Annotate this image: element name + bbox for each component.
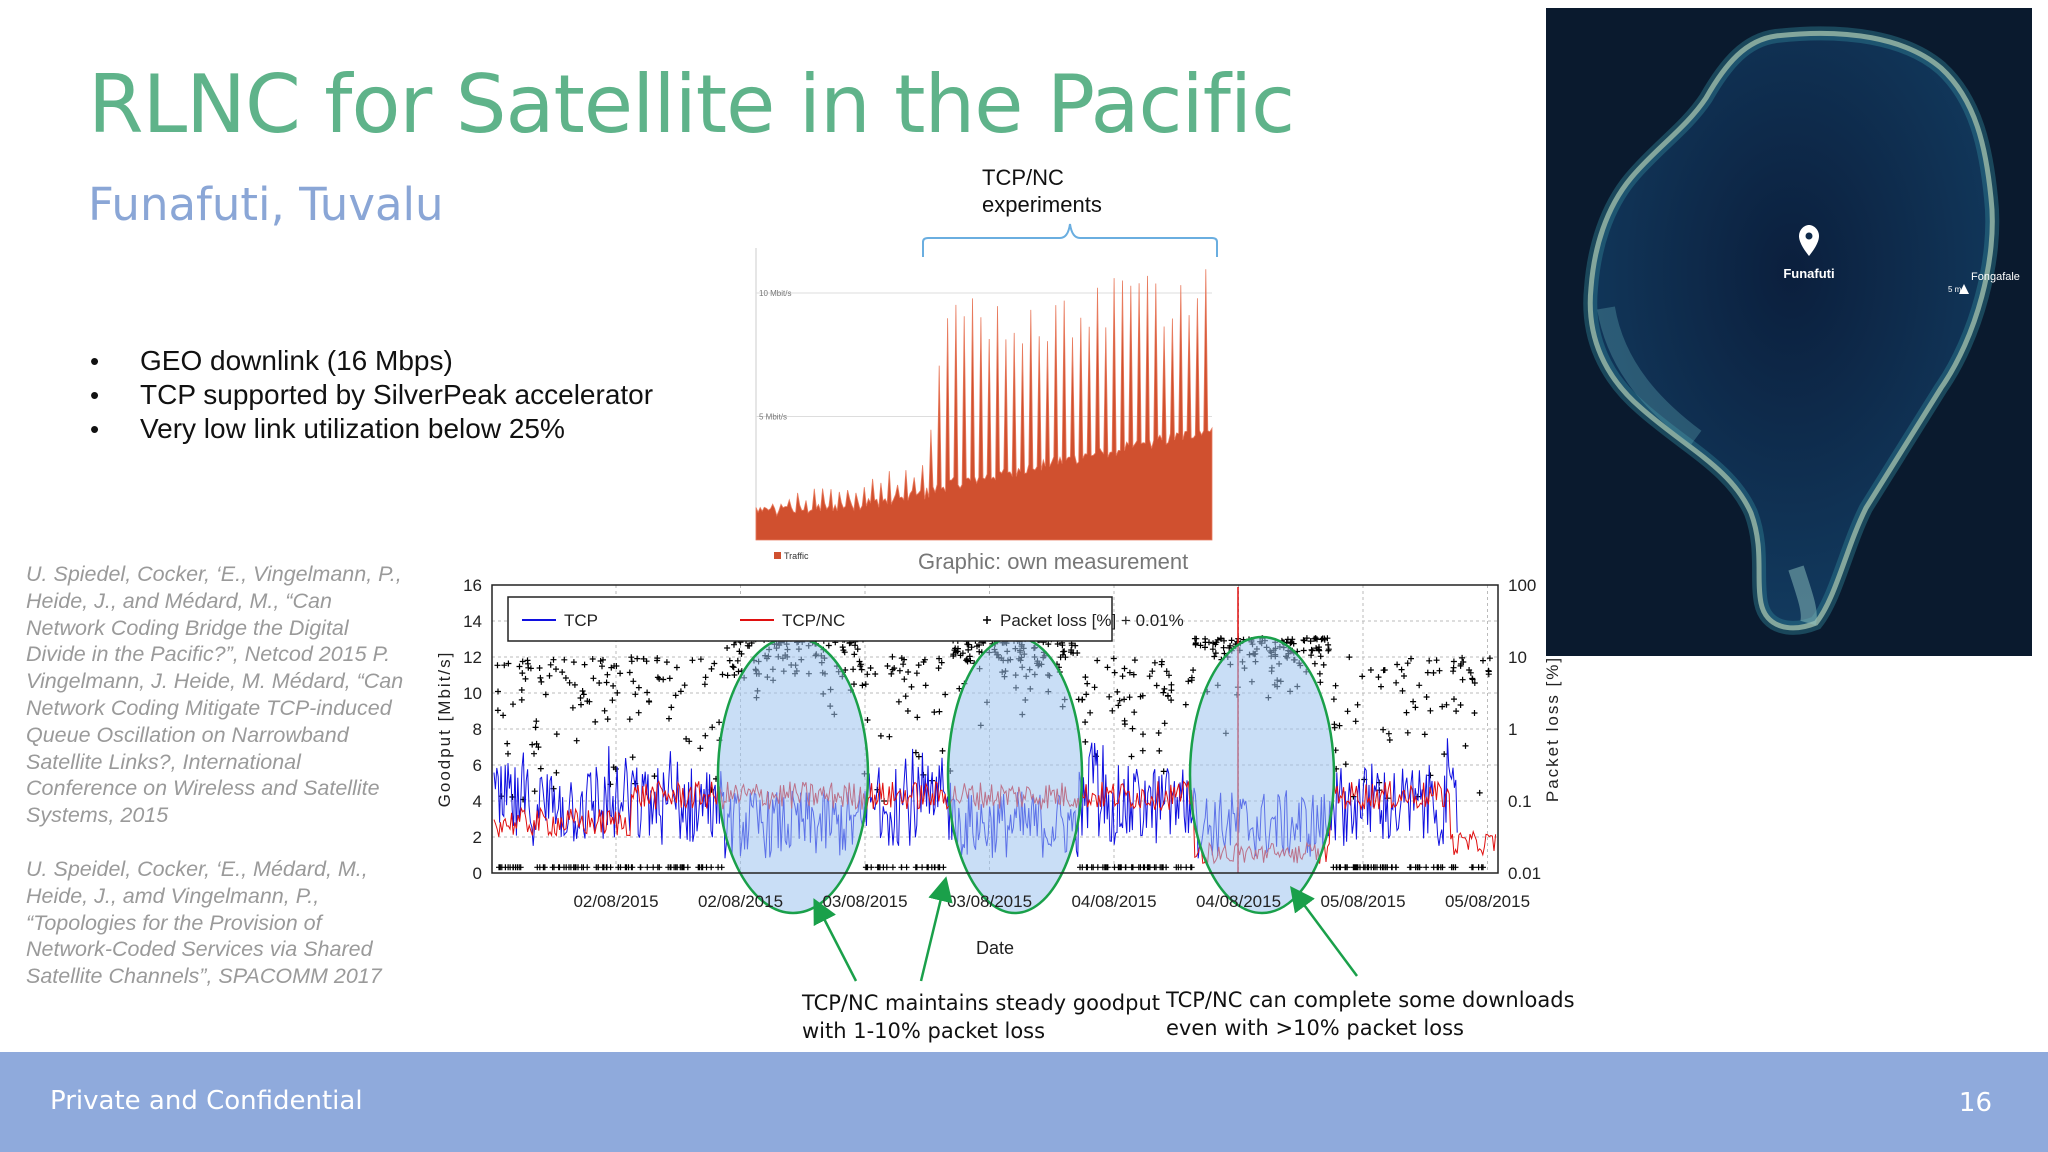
- legend-label: TCP/NC: [782, 611, 845, 630]
- y-tick-label: 14: [463, 612, 482, 631]
- map-svg: Funafuti Fongafale 5 m: [1546, 8, 2032, 656]
- reference-1: U. Spiedel, Cocker, ‘E., Vingelmann, P.,…: [26, 562, 404, 828]
- location-pin-icon: [1799, 225, 1819, 256]
- experiments-annotation: TCP/NC experiments: [982, 164, 1102, 218]
- x-tick-label: 03/08/2015: [822, 892, 907, 911]
- y-right-tick-label: 100: [1508, 576, 1536, 595]
- y-right-tick-label: 10: [1508, 648, 1527, 667]
- reef-shallows-west: [1597, 306, 1702, 446]
- callout-line: TCP/NC can complete some downloads: [1166, 988, 1575, 1012]
- x-tick-label: 02/08/2015: [573, 892, 658, 911]
- page-number: 16: [1958, 1088, 1992, 1118]
- bullet-item: Very low link utilization below 25%: [88, 412, 653, 446]
- experiment-ellipse-2: [946, 635, 1084, 915]
- annotation-line: experiments: [982, 192, 1102, 217]
- traffic-chart-svg: 10 Mbit/s 5 Mbit/s Traffic: [755, 248, 1213, 561]
- traffic-legend-swatch: [774, 552, 781, 559]
- traffic-area: [755, 269, 1213, 541]
- references: U. Spiedel, Cocker, ‘E., Vingelmann, P.,…: [26, 561, 406, 1017]
- y-right-tick-label: 1: [1508, 720, 1517, 739]
- slide-title: RLNC for Satellite in the Pacific: [88, 58, 1295, 151]
- x-tick-label: 03/08/2015: [947, 892, 1032, 911]
- y-right-tick-label: 0.01: [1508, 864, 1541, 883]
- bullet-list: GEO downlink (16 Mbps) TCP supported by …: [88, 344, 653, 446]
- elevation-marker-icon: [1959, 284, 1969, 294]
- funafuti-satellite-map: Funafuti Fongafale 5 m: [1546, 8, 2032, 656]
- experiment-ellipse-3: [1188, 635, 1336, 915]
- goodput-chart-svg: 0 2 4 6 8 10 12 14 16 0.01 0.1 1 10 100 02/08/2015 02/0…: [435, 576, 1562, 958]
- legend-label: TCP: [564, 611, 598, 630]
- callout-steady-goodput: TCP/NC maintains steady goodput with 1-1…: [802, 989, 1160, 1045]
- traffic-legend-label: Traffic: [784, 551, 809, 561]
- reference-2: U. Speidel, Cocker, ‘E., Médard, M., Hei…: [26, 856, 382, 989]
- bullet-item: GEO downlink (16 Mbps): [88, 344, 653, 378]
- traffic-y-tick-label: 10 Mbit/s: [759, 289, 791, 298]
- annotation-line: TCP/NC: [982, 165, 1064, 190]
- x-tick-label: 04/08/2015: [1196, 892, 1281, 911]
- y-tick-label: 4: [473, 792, 482, 811]
- legend-box: [507, 596, 1113, 642]
- graphic-caption: Graphic: own measurement: [918, 549, 1189, 574]
- callout-line: TCP/NC maintains steady goodput: [802, 991, 1161, 1015]
- y-axis-label: Goodput [Mbit/s]: [435, 651, 454, 808]
- map-label-fongafale: Fongafale: [1971, 271, 2020, 283]
- legend-label: Packet loss [%] + 0.01%: [1000, 611, 1184, 630]
- callout-line: even with >10% packet loss: [1166, 1016, 1464, 1040]
- x-tick-label: 05/08/2015: [1445, 892, 1530, 911]
- plot-frame: [491, 584, 1499, 874]
- x-tick-label: 04/08/2015: [1071, 892, 1156, 911]
- callout-line: with 1-10% packet loss: [802, 1019, 1046, 1043]
- map-label-funafuti: Funafuti: [1783, 266, 1834, 281]
- traffic-y-tick-label: 5 Mbit/s: [759, 413, 787, 422]
- x-tick-label: 02/08/2015: [698, 892, 783, 911]
- reef-shallows: [1583, 26, 2000, 635]
- experiment-ellipse-1: [716, 635, 870, 915]
- y-tick-label: 6: [473, 756, 482, 775]
- legend-swatch: [983, 616, 991, 624]
- y-tick-label: 8: [473, 720, 482, 739]
- bracket-icon: [922, 223, 1218, 257]
- footer-text: Private and Confidential: [50, 1086, 363, 1116]
- reef-shallows-south: [1788, 565, 1817, 626]
- x-tick-label: 05/08/2015: [1320, 892, 1405, 911]
- traffic-chart: 10 Mbit/s 5 Mbit/s Traffic: [752, 248, 1222, 568]
- y-tick-label: 2: [473, 828, 482, 847]
- slide-subtitle: Funafuti, Tuvalu: [88, 178, 444, 231]
- y-tick-label: 10: [463, 684, 482, 703]
- callout-complete-downloads: TCP/NC can complete some downloads even …: [1166, 986, 1575, 1042]
- goodput-chart: 0 2 4 6 8 10 12 14 16 0.01 0.1 1 10 100 02/08/2015 02/0…: [430, 575, 1570, 975]
- y-tick-label: 12: [463, 648, 482, 667]
- y-right-axis-label: Packet loss [%]: [1543, 656, 1562, 802]
- bullet-item: TCP supported by SilverPeak accelerator: [88, 378, 653, 412]
- x-axis-label: Date: [976, 938, 1014, 958]
- map-label-elevation: 5 m: [1948, 285, 1962, 294]
- y-tick-label: 0: [473, 864, 482, 883]
- y-right-tick-label: 0.1: [1508, 792, 1532, 811]
- atoll-reef: [1587, 30, 1995, 631]
- y-tick-label: 16: [463, 576, 482, 595]
- footer-bar: Private and Confidential 16: [0, 1052, 2048, 1152]
